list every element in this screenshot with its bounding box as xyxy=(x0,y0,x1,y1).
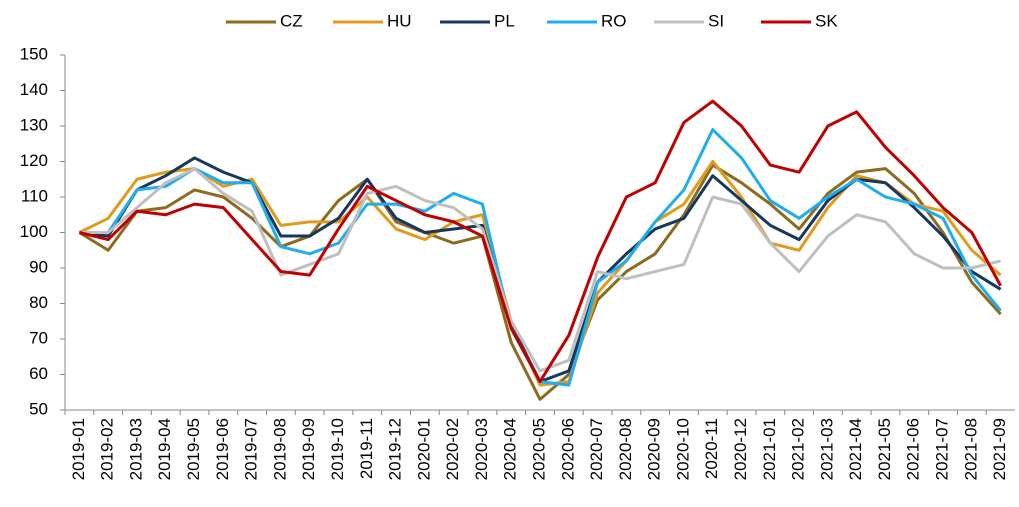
x-tick-label: 2020-09 xyxy=(645,418,664,480)
legend-label: RO xyxy=(601,11,627,30)
y-tick-label: 120 xyxy=(20,151,48,170)
y-tick-label: 50 xyxy=(29,399,48,418)
x-tick-label: 2021-07 xyxy=(933,418,952,480)
legend-label: HU xyxy=(387,11,412,30)
x-tick-label: 2020-11 xyxy=(702,418,721,479)
y-tick-label: 90 xyxy=(29,257,48,276)
x-tick-label: 2021-08 xyxy=(961,418,980,480)
y-tick-label: 70 xyxy=(29,328,48,347)
x-tick-label: 2019-07 xyxy=(242,418,261,480)
x-tick-label: 2019-03 xyxy=(126,418,145,480)
y-tick-label: 80 xyxy=(29,293,48,312)
x-tick-label: 2021-05 xyxy=(875,418,894,480)
x-tick-label: 2020-08 xyxy=(616,418,635,480)
legend-label: PL xyxy=(494,11,515,30)
legend-label: SI xyxy=(708,11,724,30)
x-tick-label: 2021-09 xyxy=(990,418,1009,480)
x-tick-label: 2021-02 xyxy=(789,418,808,480)
line-series xyxy=(79,156,1002,384)
x-tick-label: 2019-09 xyxy=(299,418,318,480)
x-tick-label: 2019-04 xyxy=(155,418,174,480)
x-tick-label: 2020-05 xyxy=(529,418,548,480)
x-tick-label: 2020-07 xyxy=(587,418,606,480)
x-tick-label: 2020-01 xyxy=(414,418,433,480)
legend-label: CZ xyxy=(280,11,303,30)
x-tick-label: 2020-06 xyxy=(558,418,577,480)
x-tick-label: 2019-12 xyxy=(386,418,405,480)
y-tick-label: 140 xyxy=(20,80,48,99)
x-tick-label: 2021-06 xyxy=(904,418,923,480)
y-tick-label: 130 xyxy=(20,115,48,134)
x-tick-label: 2019-08 xyxy=(270,418,289,480)
line-series xyxy=(79,99,1002,384)
y-tick-label: 60 xyxy=(29,364,48,383)
x-tick-label: 2021-01 xyxy=(760,418,779,480)
line-series xyxy=(79,167,1001,373)
x-tick-label: 2020-12 xyxy=(731,418,750,480)
x-tick-label: 2020-10 xyxy=(673,418,692,480)
x-tick-label: 2021-04 xyxy=(846,418,865,480)
x-tick-label: 2019-06 xyxy=(213,418,232,480)
x-tick-label: 2019-01 xyxy=(69,418,88,480)
line-series xyxy=(78,163,1002,401)
x-tick-label: 2019-05 xyxy=(184,418,203,480)
x-tick-label: 2020-02 xyxy=(443,418,462,480)
y-tick-label: 100 xyxy=(20,222,48,241)
x-tick-label: 2020-04 xyxy=(501,418,520,480)
x-tick-label: 2021-03 xyxy=(817,418,836,480)
y-tick-label: 150 xyxy=(20,44,48,63)
legend-label: SK xyxy=(815,11,838,30)
y-tick-label: 110 xyxy=(21,186,48,205)
x-tick-label: 2019-10 xyxy=(328,418,347,480)
x-tick-label: 2019-02 xyxy=(98,418,117,480)
x-tick-label: 2020-03 xyxy=(472,418,491,480)
x-tick-label: 2019-11 xyxy=(357,418,376,479)
